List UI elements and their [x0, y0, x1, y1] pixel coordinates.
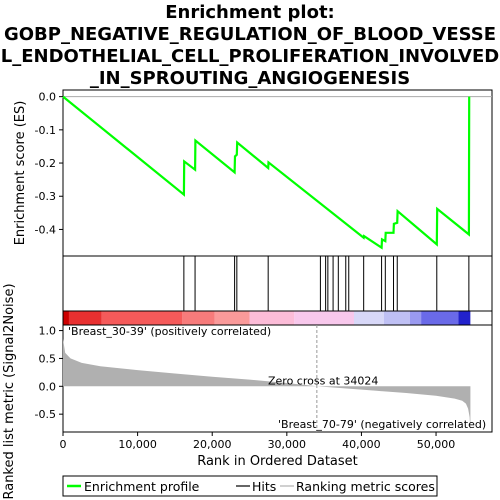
xtick-label: 30,000 [268, 438, 307, 451]
heatmap-segment [182, 311, 215, 325]
heatmap-segment [214, 311, 250, 325]
heatmap-segment [353, 311, 384, 325]
metric-ytick-label: -0.5 [35, 408, 56, 421]
chart-title-line-4: _IN_SPROUTING_ANGIOGENESIS [89, 68, 411, 89]
metric-ytick-label: 0.0 [39, 380, 57, 393]
heatmap-segment [421, 311, 459, 325]
metric-ytick-label: 0.5 [39, 352, 57, 365]
hits-panel [62, 255, 493, 312]
es-y-axis-title: Enrichment score (ES) [13, 101, 28, 246]
positive-correlation-label: 'Breast_30-39' (positively correlated) [68, 325, 271, 338]
chart-title-line-2: GOBP_NEGATIVE_REGULATION_OF_BLOOD_VESSE [3, 24, 497, 45]
legend: Enrichment profile Hits Ranking metric sco… [62, 475, 438, 497]
metric-area [63, 338, 471, 431]
heatmap-segment [458, 311, 471, 325]
es-ytick-label: 0.0 [39, 91, 57, 104]
heatmap-segment [101, 311, 183, 325]
metric-y-axis-title: Ranked list metric (Signal2Noise) [2, 283, 17, 499]
legend-es-label: Enrichment profile [84, 479, 200, 494]
heatmap-segment [63, 311, 69, 325]
legend-metric-label: Ranking metric scores [296, 479, 435, 494]
x-axis: 0 10,000 20,000 30,000 40,000 50,000 Rank in O… [60, 432, 456, 469]
xtick-label: 0 [60, 438, 67, 451]
metric-panel: Zero cross at 34024 'Breast_30-39' (posit… [2, 283, 493, 500]
xtick-label: 20,000 [193, 438, 232, 451]
es-panel-frame [62, 89, 493, 257]
es-ytick-label: -0.2 [35, 157, 56, 170]
chart-title-line-3: L_ENDOTHELIAL_CELL_PROLIFERATION_INVOLVE… [0, 46, 500, 67]
negative-correlation-label: 'Breast_70-79' (negatively correlated) [278, 418, 486, 431]
chart-title-line-1: Enrichment plot: [165, 2, 335, 23]
heatmap-band [62, 310, 493, 326]
heatmap-segment [68, 311, 102, 325]
heatmap-segment [249, 311, 295, 325]
xtick-label: 10,000 [118, 438, 157, 451]
es-panel: 0.0 -0.1 -0.2 -0.3 -0.4 Enrichment score (ES) [13, 89, 493, 257]
es-line [62, 95, 471, 250]
xtick-label: 50,000 [417, 438, 456, 451]
es-ytick-label: -0.1 [35, 124, 56, 137]
heatmap-segment [294, 311, 354, 325]
heatmap-segment [383, 311, 410, 325]
es-ytick-label: -0.3 [35, 190, 56, 203]
x-axis-title: Rank in Ordered Dataset [197, 454, 358, 469]
zero-cross-label: Zero cross at 34024 [268, 374, 378, 387]
metric-ytick-label: 1.0 [39, 325, 57, 338]
es-ytick-label: -0.4 [35, 223, 56, 236]
legend-hits-label: Hits [252, 479, 276, 494]
heatmap-segment [409, 311, 422, 325]
hits-panel-frame [62, 255, 493, 312]
xtick-label: 40,000 [342, 438, 381, 451]
